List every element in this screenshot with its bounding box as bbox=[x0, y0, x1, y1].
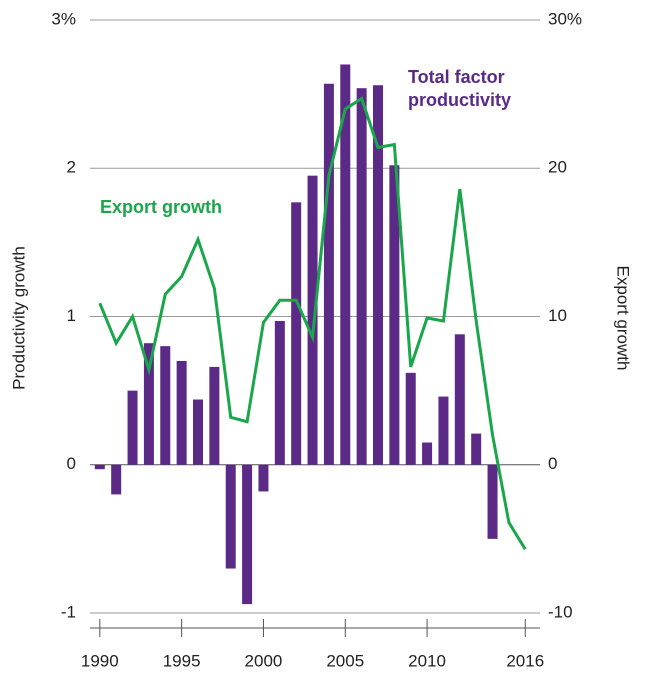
bar bbox=[356, 88, 367, 465]
line bbox=[98, 96, 527, 551]
bar bbox=[487, 464, 498, 539]
bar bbox=[94, 464, 105, 470]
bar bbox=[111, 464, 122, 495]
y-tick-label: 2 bbox=[67, 158, 76, 177]
y2-tick-label: 30% bbox=[548, 9, 582, 28]
series-label: Total factor productivity bbox=[408, 67, 512, 110]
bar bbox=[225, 464, 236, 569]
bar bbox=[258, 464, 269, 492]
bar bbox=[422, 442, 433, 465]
x-tick-label: 2005 bbox=[326, 651, 364, 670]
bar bbox=[143, 343, 154, 465]
y-tick-label: 0 bbox=[67, 454, 76, 473]
bar bbox=[340, 64, 351, 465]
bar bbox=[242, 464, 253, 605]
y2-tick-label: -10 bbox=[548, 602, 573, 621]
x-tick-label: 2016 bbox=[506, 651, 544, 670]
bar bbox=[471, 433, 482, 465]
bar bbox=[307, 175, 318, 465]
y2-tick-label: 0 bbox=[548, 454, 557, 473]
bar bbox=[160, 346, 171, 465]
bar bbox=[209, 366, 220, 465]
bar bbox=[291, 202, 302, 465]
y2-axis-label: Export growth bbox=[614, 266, 633, 371]
y2-tick-label: 10 bbox=[548, 306, 567, 325]
bar bbox=[127, 390, 138, 465]
bar bbox=[389, 165, 400, 465]
bar bbox=[438, 396, 449, 465]
bar bbox=[193, 399, 203, 465]
bar bbox=[405, 372, 416, 465]
bar bbox=[373, 85, 383, 465]
bar bbox=[454, 334, 465, 465]
y-axis-label: Productivity growth bbox=[9, 246, 28, 390]
y2-tick-label: 20 bbox=[548, 158, 567, 177]
x-tick-label: 2000 bbox=[245, 651, 283, 670]
y-tick-label: 1 bbox=[67, 306, 76, 325]
x-tick-label: 1995 bbox=[163, 651, 201, 670]
series-label: Export growth bbox=[100, 197, 222, 217]
x-tick-label: 1990 bbox=[81, 651, 119, 670]
bar bbox=[323, 83, 334, 465]
y-tick-label: 3% bbox=[51, 9, 76, 28]
x-tick-label: 2010 bbox=[408, 651, 446, 670]
bar bbox=[274, 320, 285, 465]
y-tick-label: -1 bbox=[61, 602, 76, 621]
bar bbox=[176, 360, 187, 465]
